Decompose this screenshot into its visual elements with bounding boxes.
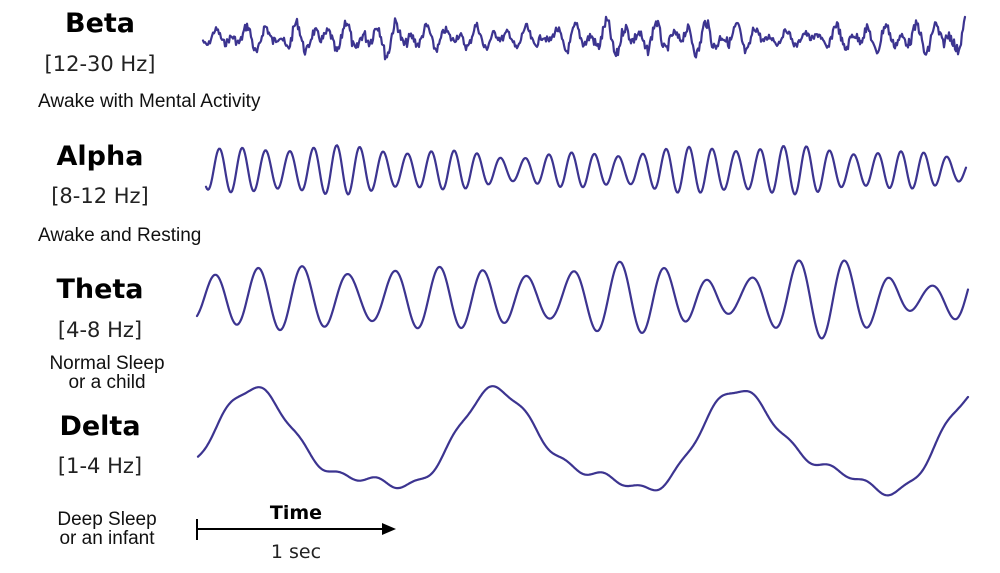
band-range-beta: [12-30 Hz] — [44, 52, 156, 76]
band-description-delta-line2: or an infant — [59, 528, 155, 549]
delta-wave — [196, 385, 970, 497]
band-description-theta-line2: or a child — [68, 372, 146, 393]
alpha-wave — [204, 144, 968, 196]
band-name-alpha: Alpha — [56, 141, 144, 172]
band-name-theta: Theta — [56, 274, 144, 305]
beta-wave — [201, 15, 967, 61]
band-description-beta: Awake with Mental Activity — [38, 91, 261, 112]
band-description-theta-line1: Normal Sleep — [49, 353, 165, 374]
duration-label: 1 sec — [270, 541, 322, 563]
theta-wave — [195, 259, 970, 340]
band-range-delta: [1-4 Hz] — [57, 454, 143, 478]
band-range-alpha: [8-12 Hz] — [51, 184, 149, 208]
band-description-alpha: Awake and Resting — [38, 225, 202, 246]
band-name-delta: Delta — [59, 411, 141, 442]
band-range-theta: [4-8 Hz] — [57, 318, 143, 342]
band-description-delta-line1: Deep Sleep — [57, 509, 157, 530]
band-name-beta: Beta — [64, 8, 136, 39]
scale-bar-arrowhead — [382, 523, 396, 535]
time-label: Time — [269, 502, 323, 524]
